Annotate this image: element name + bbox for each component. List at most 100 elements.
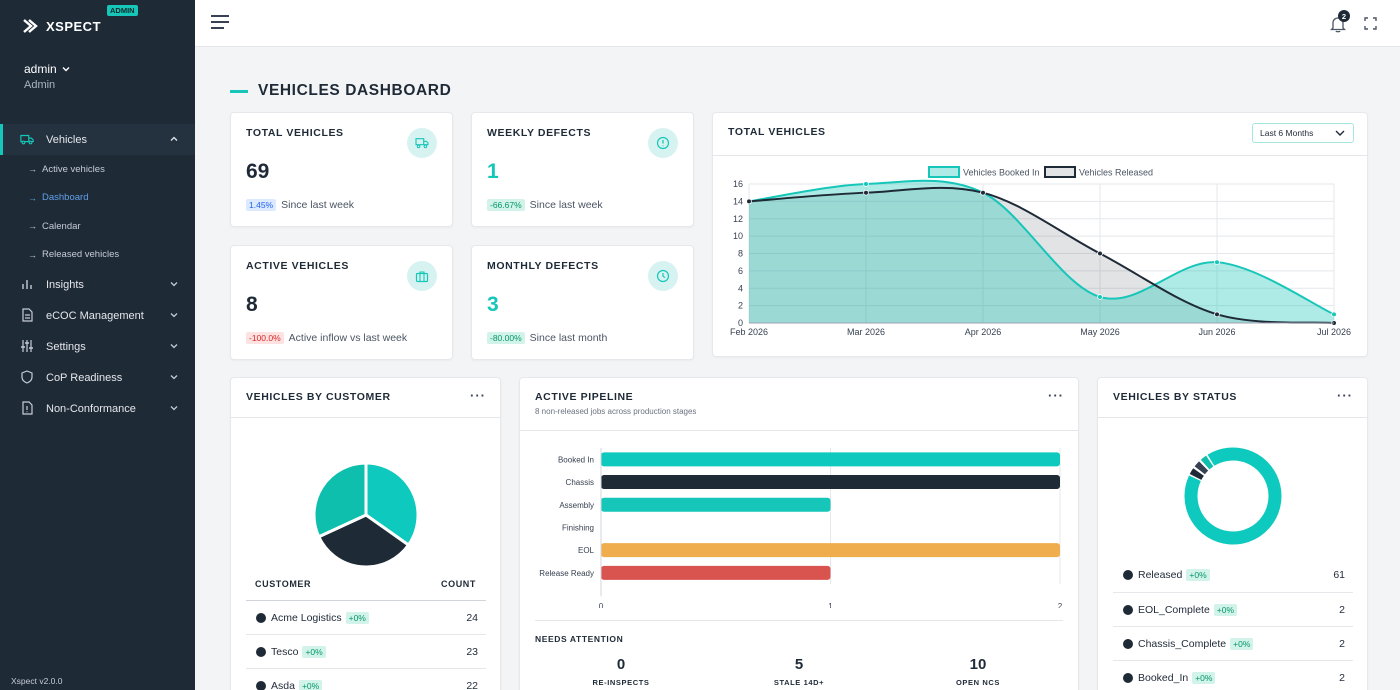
truck-icon [20, 134, 34, 145]
more-options-icon[interactable]: ··· [1337, 388, 1353, 403]
briefcase-icon [415, 270, 429, 282]
table-row[interactable]: EOL_Complete +0% 2 [1113, 592, 1353, 626]
needs-attention-label: NEEDS ATTENTION [535, 634, 624, 644]
app-logo[interactable]: XSPECT [22, 18, 101, 34]
category-label: Chassis [566, 478, 594, 487]
delta-badge: +0% [345, 611, 369, 624]
status-count: 61 [1333, 569, 1345, 581]
kpi-icon-wrap [648, 261, 678, 291]
y-tick-label: 0 [738, 318, 743, 328]
legend-label: Vehicles Released [1079, 168, 1153, 178]
y-tick-label: 10 [733, 231, 743, 241]
kpi-title: MONTHLY DEFECTS [487, 260, 599, 272]
table-row[interactable]: Acme Logistics +0% 24 [246, 600, 486, 634]
sidebar-item-ecoc-management[interactable]: eCOC Management [0, 300, 195, 331]
bar-chart-icon [22, 280, 32, 289]
table-row[interactable]: Tesco +0% 23 [246, 634, 486, 668]
attention-re-inspects[interactable]: 0 RE-INSPECTS [561, 656, 681, 687]
sidebar-subitem-active-vehicles[interactable]: → Active vehicles [0, 155, 195, 184]
sidebar-item-label: CoP Readiness [46, 371, 123, 384]
kpi-delta-badge: 1.45% [246, 199, 277, 211]
page-title-text: VEHICLES DASHBOARD [258, 82, 452, 99]
attention-value: 0 [616, 656, 626, 673]
sidebar-item-label: Non-Conformance [46, 402, 136, 415]
x-tick-label: Jun 2026 [1198, 327, 1235, 337]
status-name: EOL_Complete [1138, 603, 1210, 616]
card-title: VEHICLES BY CUSTOMER [246, 391, 391, 403]
sidebar-item-vehicles[interactable]: Vehicles [0, 124, 195, 155]
kpi-delta-badge: -80.00% [487, 332, 525, 344]
arrow-right-icon: → [28, 192, 37, 203]
table-row[interactable]: Asda +0% 22 [246, 668, 486, 690]
attention-label: STALE 14D+ [773, 678, 825, 687]
kpi-delta-badge: -66.67% [487, 199, 525, 211]
alert-circle-icon [656, 136, 670, 150]
table-row[interactable]: Released +0% 61 [1113, 558, 1353, 592]
attention-value: 5 [794, 656, 804, 673]
sidebar-subitem-released-vehicles[interactable]: → Released vehicles [0, 241, 195, 270]
customer-name: Tesco [271, 645, 299, 658]
user-name: admin [24, 62, 57, 76]
status-name: Chassis_Complete [1138, 637, 1227, 650]
delta-badge: +0% [302, 645, 326, 658]
attention-label: OPEN NCS [956, 678, 1000, 687]
x-tick-label: May 2026 [1080, 327, 1120, 337]
sidebar: XSPECT ADMIN admin Admin Vehicles → Activ… [0, 0, 195, 690]
legend-dot [1123, 570, 1133, 580]
status-name: Released [1138, 569, 1183, 581]
more-options-icon[interactable]: ··· [1048, 388, 1064, 403]
sidebar-item-label: Insights [46, 278, 84, 291]
data-point [1214, 311, 1220, 318]
sidebar-item-insights[interactable]: Insights [0, 269, 195, 300]
pipeline-bar [601, 497, 831, 512]
range-select[interactable]: Last 6 Months [1252, 123, 1354, 143]
legend-dot [1123, 638, 1133, 649]
card-subtitle: 8 non-released jobs across production st… [535, 407, 697, 416]
pipeline-bar [601, 452, 1060, 467]
table-row[interactable]: Chassis_Complete +0% 2 [1113, 626, 1353, 660]
kpi-value: 3 [487, 293, 499, 316]
card-title: VEHICLES BY STATUS [1113, 391, 1237, 403]
kpi-title: WEEKLY DEFECTS [487, 127, 592, 139]
kpi-card-total-vehicles: TOTAL VEHICLES 69 1.45% Since last week [230, 112, 453, 227]
title-accent-bar [230, 89, 248, 93]
column-header-customer: CUSTOMER [255, 579, 312, 589]
status-count: 2 [1339, 671, 1345, 684]
hamburger-menu-icon[interactable] [210, 14, 230, 30]
sidebar-subitem-calendar[interactable]: → Calendar [0, 212, 195, 241]
kpi-card-weekly-defects: WEEKLY DEFECTS 1 -66.67% Since last week [471, 112, 694, 227]
legend-dot [256, 646, 266, 657]
customer-count: 22 [466, 679, 478, 690]
notifications-button[interactable]: 2 [1330, 10, 1352, 35]
sidebar-subitem-dashboard[interactable]: → Dashboard [0, 184, 195, 213]
area-chart: 0 2 4 6 8 10 12 14 16 Feb 2026 Mar 2026 Apr 2026 May… [730, 166, 1351, 337]
sidebar-item-label: Settings [46, 340, 86, 353]
notification-count-badge: 2 [1338, 10, 1350, 22]
topbar: 2 [195, 0, 1400, 47]
kpi-card-monthly-defects: MONTHLY DEFECTS 3 -80.00% Since last mont… [471, 245, 694, 360]
chevron-down-icon [170, 313, 178, 318]
pipeline-bar-chart: 0 1 2 Booked In Chassis Assembly Finishing EOL R… [539, 448, 1063, 608]
user-menu[interactable]: admin Admin [24, 62, 70, 91]
status-count: 2 [1339, 637, 1345, 650]
vehicles-by-customer-card: VEHICLES BY CUSTOMER ··· CUSTOMER COUNT … [230, 377, 501, 690]
kpi-note: Since last week [529, 199, 603, 211]
attention-stale[interactable]: 5 STALE 14D+ [739, 656, 859, 687]
sidebar-item-cop-readiness[interactable]: CoP Readiness [0, 362, 195, 393]
sidebar-item-settings[interactable]: Settings [0, 331, 195, 362]
shield-icon [21, 370, 33, 384]
attention-open-ncs[interactable]: 10 OPEN NCS [918, 656, 1038, 687]
fullscreen-icon[interactable] [1364, 17, 1377, 30]
kpi-icon-wrap [648, 128, 678, 158]
kpi-note: Since last month [529, 332, 608, 344]
kpi-card-active-vehicles: ACTIVE VEHICLES 8 -100.0% Active inflow v… [230, 245, 453, 360]
delta-badge: +0% [1186, 569, 1210, 581]
category-label: Finishing [562, 523, 594, 532]
series-line [748, 179, 1335, 316]
sidebar-item-non-conformance[interactable]: Non-Conformance [0, 393, 195, 424]
customer-count: 24 [466, 611, 478, 624]
column-header-count: COUNT [441, 579, 476, 589]
more-options-icon[interactable]: ··· [470, 388, 486, 403]
table-row[interactable]: Booked_In +0% 2 [1113, 660, 1353, 690]
range-select-value: Last 6 Months [1260, 128, 1314, 138]
